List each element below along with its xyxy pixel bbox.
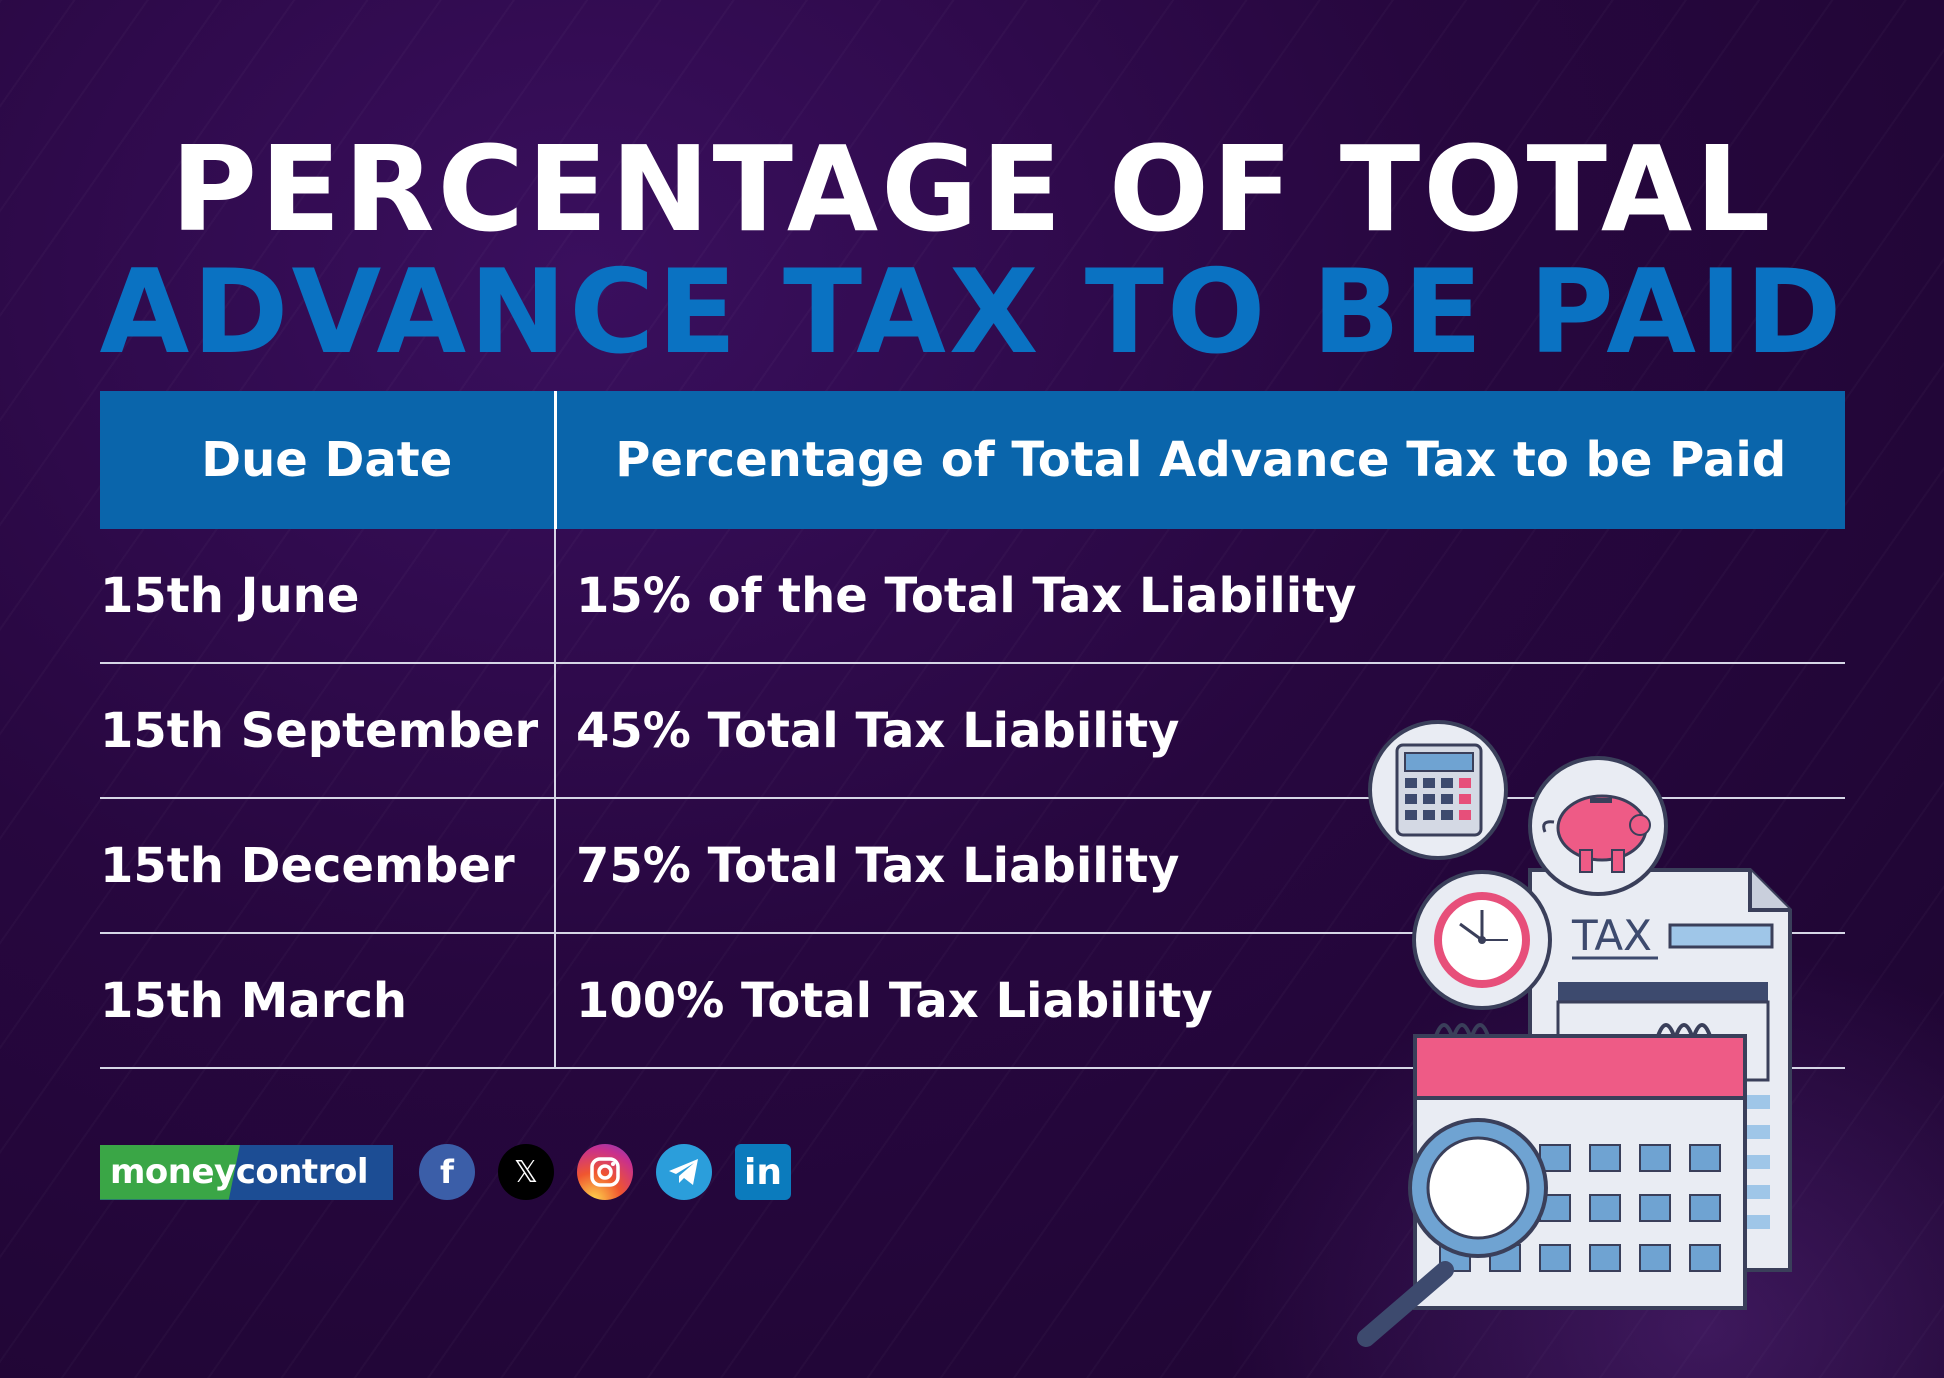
header-due-date: Due Date — [100, 391, 557, 529]
facebook-icon[interactable]: f — [419, 1144, 475, 1200]
percentage-cell: 15% of the Total Tax Liability — [555, 529, 1845, 664]
social-links: f 𝕏 in — [419, 1144, 814, 1200]
title-line-2: ADVANCE TAX TO BE PAID — [99, 245, 1845, 380]
piggy-bank-icon — [1528, 756, 1668, 896]
telegram-glyph — [669, 1159, 698, 1185]
due-date-cell: 15th September — [100, 663, 556, 799]
moneycontrol-logo[interactable]: moneycontrol — [100, 1144, 393, 1200]
tax-document-label: TAX — [1571, 911, 1652, 960]
due-date-cell: 15th December — [100, 798, 556, 934]
logo-text-money: money — [110, 1152, 236, 1192]
logo-text: moneycontrol — [100, 1152, 368, 1192]
table-row: 15th June 15% of the Total Tax Liability — [100, 529, 1845, 664]
clock-icon — [1412, 870, 1552, 1010]
table-header-row: Due Date Percentage of Total Advance Tax… — [100, 391, 1845, 529]
logo-green-band — [100, 1144, 240, 1200]
header-percentage: Percentage of Total Advance Tax to be Pa… — [555, 391, 1845, 529]
instagram-glyph — [590, 1157, 620, 1187]
brand-footer: moneycontrol f 𝕏 in — [100, 1144, 814, 1200]
percentage-cell: 45% Total Tax Liability — [555, 663, 1845, 799]
calculator-icon — [1368, 720, 1508, 860]
magnifying-glass-icon — [1357, 1118, 1548, 1347]
instagram-icon[interactable] — [577, 1144, 633, 1200]
table-row: 15th September 45% Total Tax Liability — [100, 663, 1845, 799]
tax-illustration: TAX — [1357, 720, 1792, 1347]
title-line-1: PERCENTAGE OF TOTAL — [170, 120, 1774, 258]
x-icon[interactable]: 𝕏 — [498, 1144, 554, 1200]
logo-text-control: control — [235, 1152, 369, 1192]
linkedin-icon[interactable]: in — [735, 1144, 791, 1200]
due-date-cell: 15th June — [100, 529, 556, 664]
telegram-icon[interactable] — [656, 1144, 712, 1200]
due-date-cell: 15th March — [100, 933, 556, 1069]
